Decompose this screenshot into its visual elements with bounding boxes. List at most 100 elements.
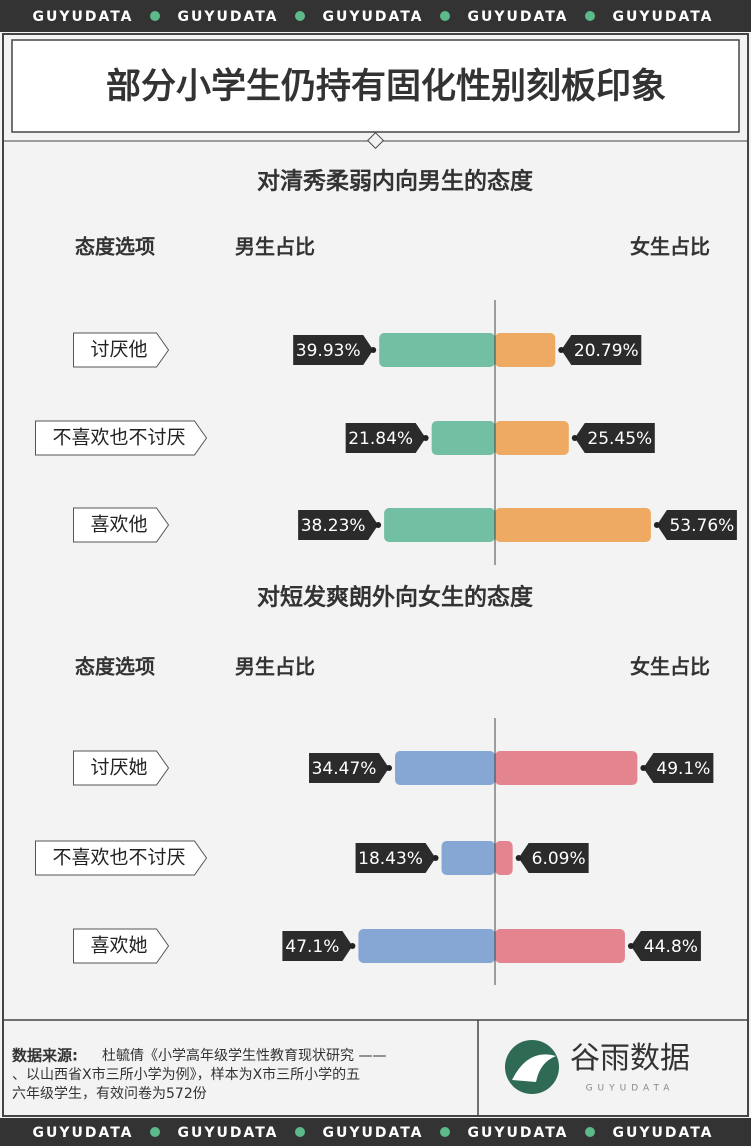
banner-text: GUYUDATA [322,9,423,25]
value-label-box [518,843,589,873]
label-dot [375,522,382,528]
value-label: 47.1% [285,937,339,957]
legend-left: 男生占比 [235,235,315,259]
banner-text: GUYUDATA [612,9,713,25]
banner-text: GUYUDATA [612,1125,713,1141]
label-dot [653,522,660,528]
category-label: 不喜欢也不讨厌 [52,847,185,869]
category-tag [73,332,170,368]
diamond [367,132,384,149]
label-dot [422,435,429,441]
bar [495,929,625,963]
source-line: 杜毓倩《小学高年级学生性教育现状研究 —— [102,1047,386,1064]
category-tag [73,507,170,543]
label-dot [370,347,377,353]
legend-right: 女生占比 [630,235,710,259]
page-title: 部分小学生仍持有固化性别刻板印象 [106,66,666,107]
bar [379,333,495,367]
banner-text: GUYUDATA [177,9,278,25]
value-label: 18.43% [358,849,423,869]
chart-title: 对清秀柔弱内向男生的态度 [257,168,534,195]
source-line: 六年级学生，有效问卷为572份 [12,1086,207,1102]
top-banner [0,0,751,32]
title-box [11,39,740,133]
value-label: 44.8% [644,937,698,957]
banner-dot [440,11,450,21]
frame [2,33,749,1117]
banner-text: GUYUDATA [177,1125,278,1141]
label-dot [558,347,565,353]
logo-sub: GUYUDATA [586,1084,675,1094]
category-tag [73,928,170,964]
value-label-box [630,931,701,961]
value-label: 21.84% [348,429,413,449]
banner-dot [295,11,305,21]
value-label-box [293,335,374,365]
banner-dot [585,11,595,21]
banner-dot [295,1127,305,1137]
bar [395,751,495,785]
value-label-box [298,510,379,540]
label-dot [640,765,647,771]
bar [495,841,513,875]
banner-text: GUYUDATA [322,1125,423,1141]
value-label-box [561,335,642,365]
banner-dot [440,1127,450,1137]
banner-dot [150,11,160,21]
bar [495,751,638,785]
value-label: 39.93% [296,341,361,361]
chart-title: 对短发爽朗外向女生的态度 [257,584,534,611]
category-label: 不喜欢也不讨厌 [52,427,185,449]
category-tag [35,420,208,456]
value-label-box [574,423,655,453]
bar [431,421,495,455]
category-label: 喜欢她 [90,935,147,957]
category-label: 讨厌他 [90,339,147,361]
value-label-box [282,931,353,961]
source-line: 、以山西省X市三所小学为例》，样本为X市三所小学的五 [12,1066,360,1083]
value-label: 38.23% [301,516,366,536]
value-label: 49.1% [656,759,710,779]
label-dot [627,943,634,949]
value-label: 53.76% [669,516,734,536]
category-label: 喜欢他 [90,514,147,536]
bar [358,929,495,963]
value-label-box [643,753,714,783]
label-dot [571,435,578,441]
value-label: 6.09% [532,849,586,869]
category-tag [73,750,170,786]
category-header: 态度选项 [75,655,155,679]
value-label-box [656,510,737,540]
legend-left: 男生占比 [235,655,315,679]
label-dot [386,765,393,771]
value-label-box [355,843,436,873]
label-dot [515,855,522,861]
value-label-box [345,423,426,453]
category-label: 讨厌她 [90,757,147,779]
banner-text: GUYUDATA [467,1125,568,1141]
logo-name: 谷雨数据 [570,1041,690,1076]
category-tag [35,840,208,876]
source-label: 数据来源: [12,1047,78,1065]
logo-bird [512,1054,556,1082]
value-label: 25.45% [587,429,652,449]
bar [495,421,569,455]
banner-text: GUYUDATA [32,1125,133,1141]
label-dot [349,943,356,949]
legend-right: 女生占比 [630,655,710,679]
banner-dot [585,1127,595,1137]
value-label: 20.79% [574,341,639,361]
bar [384,508,495,542]
banner-text: GUYUDATA [32,9,133,25]
label-dot [432,855,439,861]
banner-text: GUYUDATA [467,9,568,25]
category-header: 态度选项 [75,235,155,259]
bar [495,508,651,542]
bar [441,841,495,875]
bottom-banner [0,1118,751,1146]
value-label: 34.47% [312,759,377,779]
bar [495,333,556,367]
banner-dot [150,1127,160,1137]
